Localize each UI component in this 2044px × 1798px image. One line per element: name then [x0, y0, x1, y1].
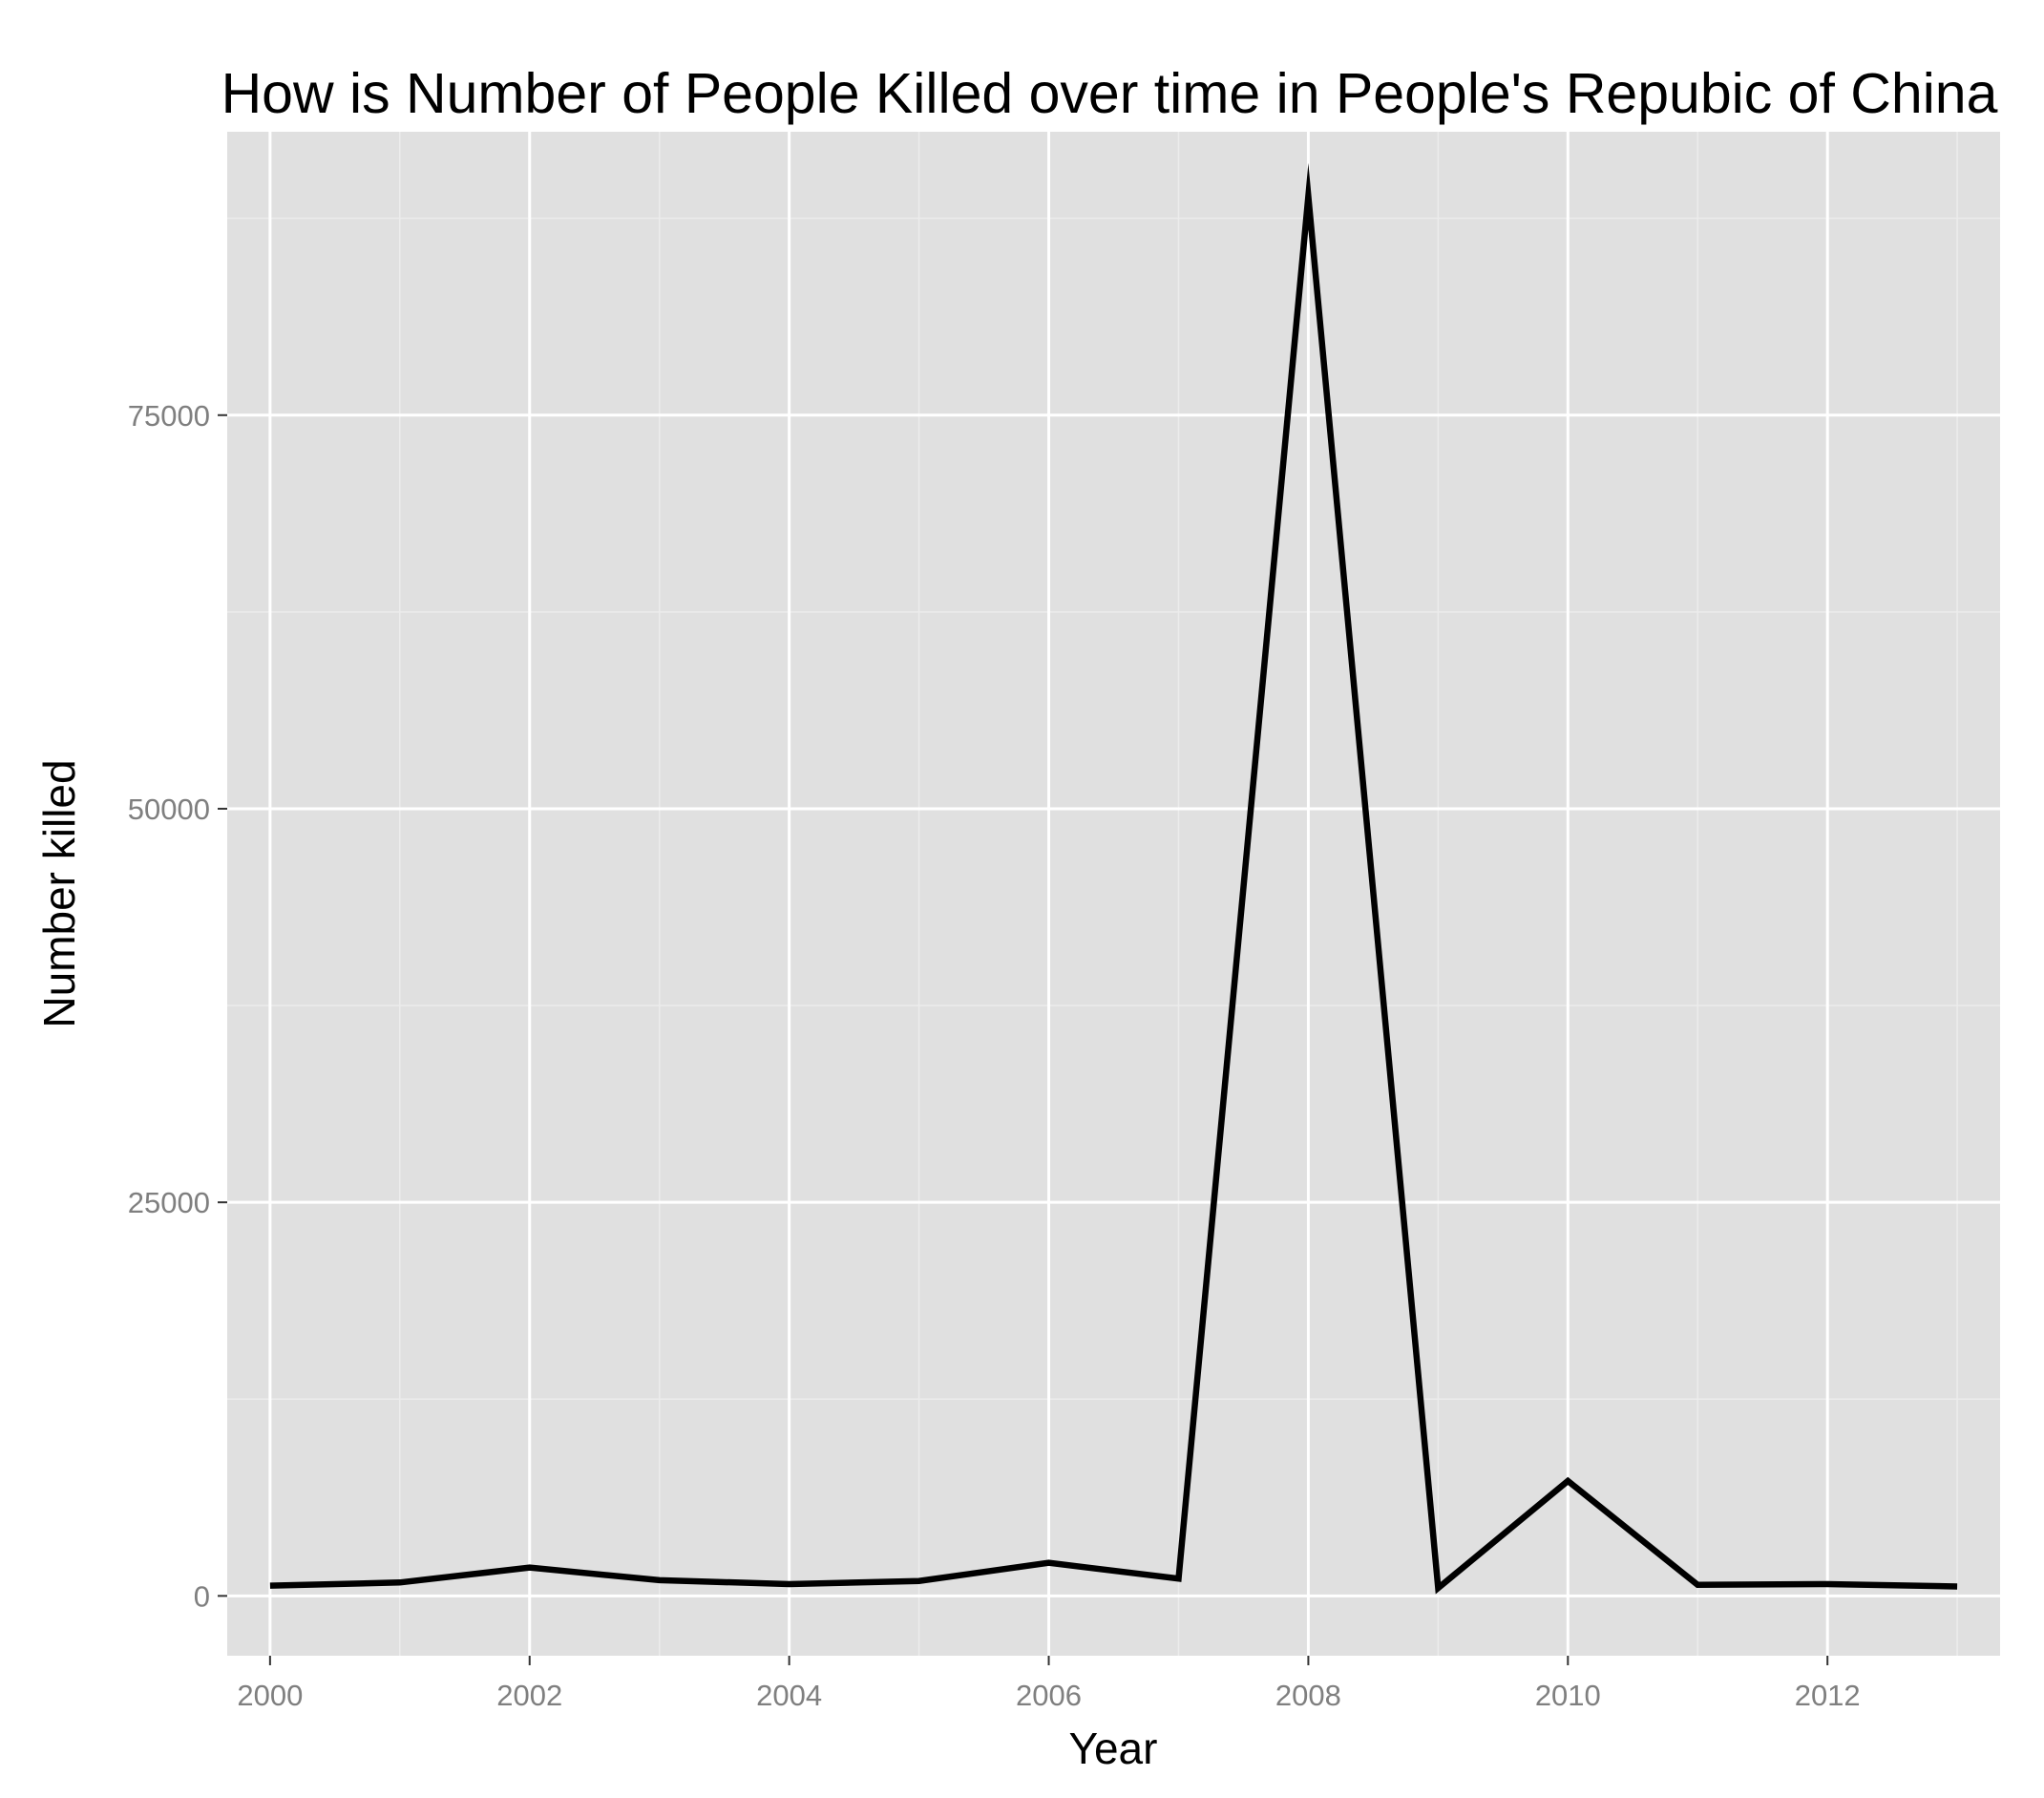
y-axis-label: Number killed — [34, 759, 84, 1027]
series-line — [269, 162, 1958, 1595]
y-tick-label: 50000 — [128, 793, 210, 826]
major-gridlines — [227, 132, 2000, 1656]
data-point — [1954, 1583, 1960, 1589]
data-point — [1565, 1478, 1570, 1484]
series-layer — [267, 162, 1960, 1595]
x-axis-tick-labels: 2000 2002 2004 2006 2008 2010 2012 — [237, 1679, 1860, 1712]
y-axis-tick-labels: 0 25000 50000 75000 — [128, 399, 210, 1614]
x-tick-label: 2000 — [237, 1679, 303, 1712]
axis-ticks — [218, 413, 1829, 1665]
y-tick-label: 75000 — [128, 399, 210, 433]
minor-gridlines — [227, 132, 2000, 1656]
data-point — [1046, 1560, 1052, 1566]
y-tick-label: 0 — [194, 1579, 210, 1613]
data-point — [917, 1578, 922, 1584]
data-point — [1175, 1576, 1181, 1581]
x-tick-label: 2008 — [1275, 1679, 1341, 1712]
data-point — [267, 1583, 273, 1589]
data-point — [787, 1581, 792, 1587]
data-point — [527, 1565, 533, 1571]
chart-title: How is Number of People Killed over time… — [221, 62, 1998, 125]
plot-panel — [227, 132, 2000, 1656]
x-axis-label: Year — [1069, 1724, 1158, 1773]
x-tick-label: 2004 — [756, 1679, 822, 1712]
data-point — [1824, 1581, 1830, 1587]
y-tick-label: 25000 — [128, 1186, 210, 1219]
data-point — [1435, 1585, 1441, 1591]
data-point — [397, 1579, 403, 1585]
data-point — [657, 1577, 663, 1583]
data-point — [1695, 1582, 1700, 1588]
data-point — [1305, 194, 1311, 200]
x-tick-label: 2006 — [1016, 1679, 1082, 1712]
x-tick-label: 2012 — [1795, 1679, 1861, 1712]
x-tick-label: 2010 — [1535, 1679, 1601, 1712]
x-tick-label: 2002 — [496, 1679, 562, 1712]
